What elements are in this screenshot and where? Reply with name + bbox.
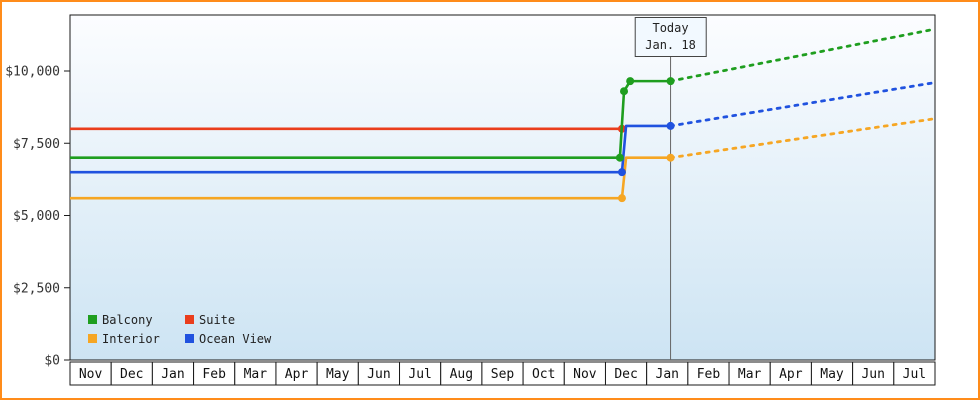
month-label: Dec	[614, 367, 637, 382]
chart-legend: Balcony Suite Interior Ocean View	[88, 310, 271, 348]
legend-swatch	[185, 315, 194, 324]
month-label: May	[326, 367, 350, 382]
legend-label: Balcony	[102, 312, 153, 327]
month-label: Jul	[903, 367, 926, 382]
month-label: May	[820, 367, 844, 382]
today-date: Jan. 18	[645, 38, 696, 52]
legend-label: Suite	[199, 312, 236, 327]
y-axis-label: $2,500	[13, 281, 60, 296]
series-ocean-view-forecast-line	[669, 81, 937, 128]
legend-item-balcony: Balcony	[88, 310, 185, 329]
legend-label: Interior	[102, 331, 160, 346]
plot-area	[69, 14, 936, 361]
month-label: Dec	[120, 367, 143, 382]
month-label: Sep	[491, 367, 515, 382]
month-label: Nov	[573, 367, 597, 382]
series-interior-line	[70, 156, 671, 200]
month-label: Mar	[738, 367, 762, 382]
legend-swatch	[88, 334, 97, 343]
month-label: Apr	[779, 367, 803, 382]
month-label: Feb	[202, 367, 226, 382]
series-balcony-point	[620, 87, 629, 96]
month-label: Nov	[79, 367, 103, 382]
y-axis-label: $0	[44, 354, 60, 369]
month-label: Feb	[697, 367, 721, 382]
today-label: Today	[652, 21, 689, 35]
series-ocean-view-line	[70, 124, 671, 174]
month-label: Jun	[861, 367, 884, 382]
legend-item-ocean-view: Ocean View	[185, 329, 271, 348]
legend-item-interior: Interior	[88, 329, 185, 348]
series-balcony-point	[626, 77, 635, 86]
series-interior-point	[666, 153, 675, 162]
legend-swatch	[185, 334, 194, 343]
y-axis-label: $7,500	[13, 137, 60, 152]
series-balcony-point	[615, 153, 624, 162]
series-ocean-view-point	[666, 121, 675, 130]
legend-label: Ocean View	[199, 331, 272, 346]
legend-swatch	[88, 315, 97, 324]
series-interior-forecast-line	[669, 117, 937, 160]
series-balcony-point	[666, 77, 675, 86]
y-axis-label: $10,000	[5, 65, 60, 80]
month-label: Mar	[244, 367, 268, 382]
month-label: Aug	[450, 367, 473, 382]
series-balcony-forecast-line	[669, 27, 937, 83]
month-label: Apr	[285, 367, 309, 382]
y-axis-label: $5,000	[13, 209, 60, 224]
month-cell	[893, 361, 936, 386]
legend-item-suite: Suite	[185, 310, 271, 329]
month-label: Oct	[532, 367, 555, 382]
month-label: Jun	[367, 367, 390, 382]
series-interior-point	[617, 194, 626, 203]
series-ocean-view-point	[617, 168, 626, 177]
month-label: Jan	[656, 367, 679, 382]
month-label: Jan	[161, 367, 184, 382]
today-annotation: Today Jan. 18	[634, 17, 707, 57]
month-label: Jul	[408, 367, 431, 382]
